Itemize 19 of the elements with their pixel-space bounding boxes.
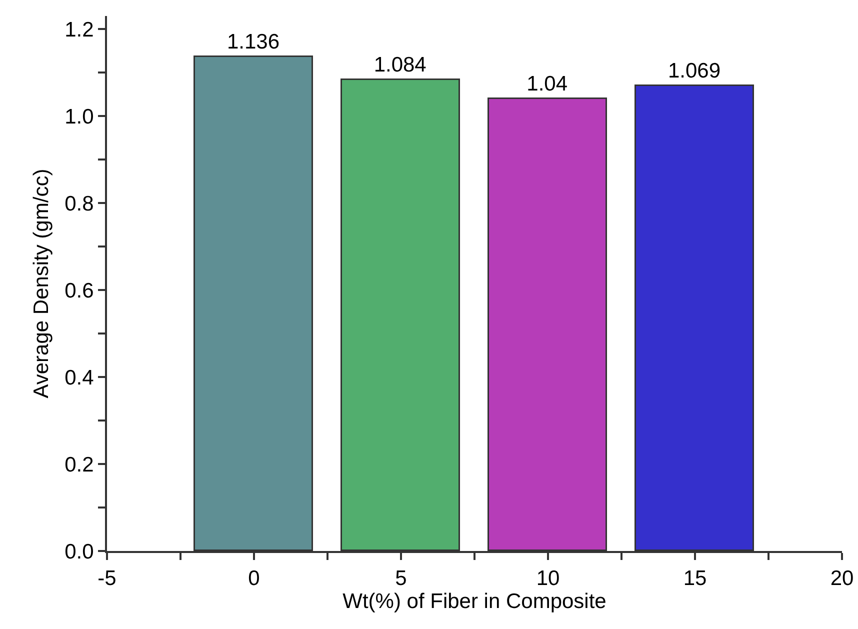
y-tick-label: 1.2	[64, 18, 94, 42]
data-label: 1.069	[668, 59, 721, 82]
y-tick-label: 1.0	[64, 105, 94, 128]
y-tick-label: 0.2	[64, 453, 94, 476]
y-tick-label: 0.0	[64, 540, 94, 564]
data-label: 1.084	[374, 53, 427, 76]
x-tick-label: 0	[248, 567, 260, 590]
x-tick-label: -5	[98, 567, 116, 590]
y-tick-label: 0.6	[64, 279, 94, 302]
x-tick-label: 10	[536, 567, 560, 590]
y-tick-label: 0.8	[64, 192, 94, 216]
y-axis-title: Average Density (gm/cc)	[30, 168, 54, 398]
data-label: 1.04	[526, 72, 568, 96]
data-label: 1.136	[226, 30, 280, 54]
x-axis-title: Wt(%) of Fiber in Composite	[342, 590, 606, 614]
x-tick-label: 15	[683, 567, 707, 590]
x-tick-label: 20	[830, 567, 854, 590]
x-tick-label: 5	[395, 567, 407, 590]
y-tick-label: 0.4	[64, 366, 94, 390]
